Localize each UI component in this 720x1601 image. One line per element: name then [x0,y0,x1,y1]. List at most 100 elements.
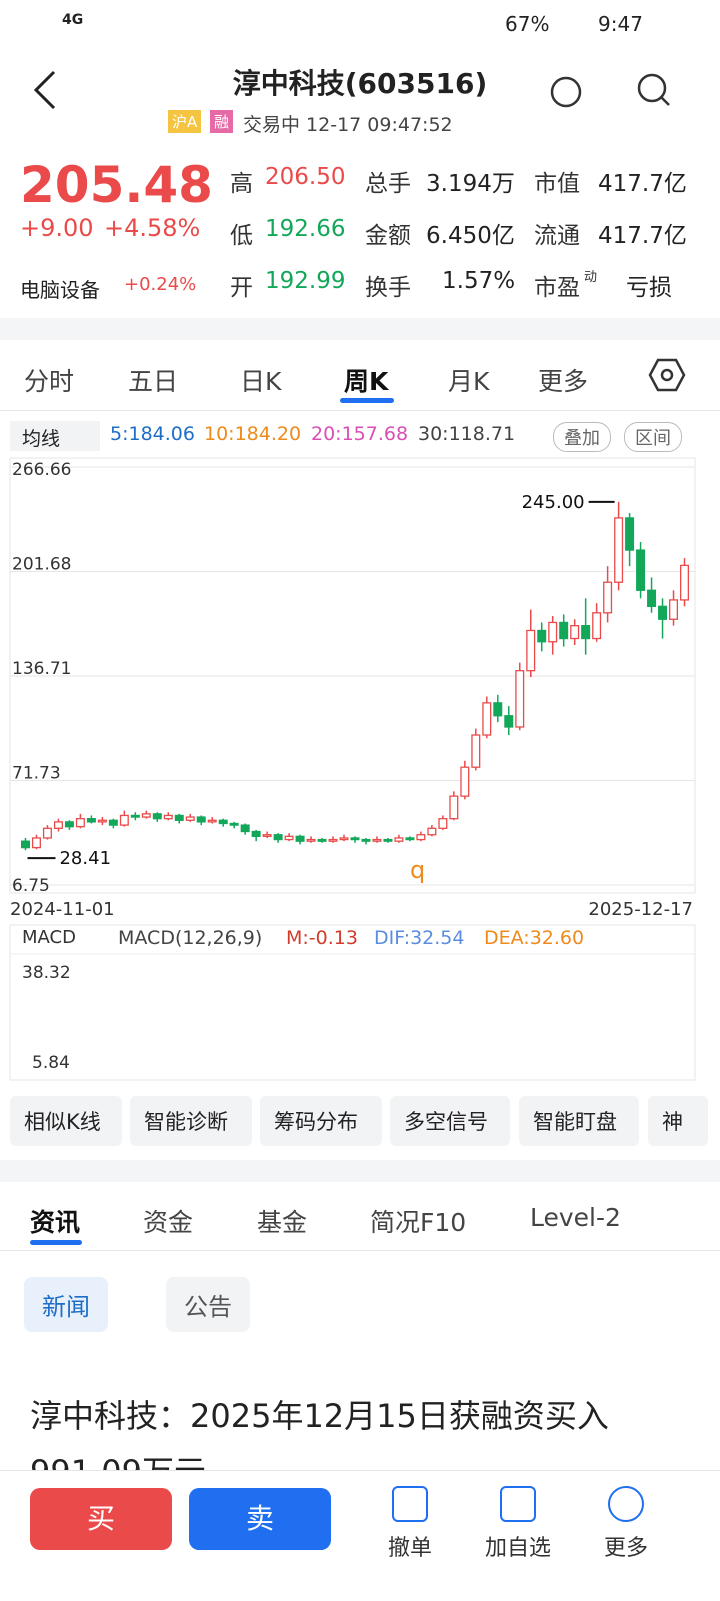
candle-body [306,838,316,842]
candle-body [405,837,415,841]
ma-selector-bg[interactable] [10,421,100,451]
candle-body [130,814,140,818]
stat-label: 市值 [534,171,580,197]
y-tick-label: 71.73 [12,763,61,783]
period-tab[interactable]: 五日 [128,367,179,396]
settings-icon[interactable] [648,356,686,394]
change: +9.00 [20,214,94,242]
action-icon[interactable] [392,1486,428,1522]
action-icon[interactable] [500,1486,536,1522]
macd-selector[interactable]: MACD [22,927,76,948]
sector[interactable]: 电脑设备 [20,278,100,302]
tag: 沪A [168,110,202,133]
action-label[interactable]: 加自选 [484,1536,551,1561]
x-end-label: 2025-12-17 [588,899,693,920]
candle-body [570,625,580,640]
y-tick-label: 6.75 [12,876,50,896]
stat-label: 流通 [534,223,580,249]
ma30: 30:118.71 [418,423,516,445]
candle-body [262,834,272,838]
notice-tab[interactable]: 公告 [166,1277,250,1332]
action-label[interactable]: 更多 [603,1536,648,1561]
candle-body [636,549,646,591]
candle-body [394,837,404,842]
y-tick-label: 136.71 [12,659,71,679]
candle-body [31,837,41,849]
info-tab[interactable]: Level-2 [530,1203,621,1232]
tool-button[interactable]: 相似K线 [10,1096,122,1146]
info-tab[interactable]: 基金 [257,1208,308,1237]
candle-body [196,816,206,823]
buy-button[interactable]: 买 [30,1488,172,1550]
tool-button[interactable]: 神 [648,1096,708,1146]
divider [0,1160,720,1182]
x-start-label: 2024-11-01 [10,899,115,920]
stat-value: 192.99 [265,268,346,294]
period-tab[interactable]: 周K [344,367,389,396]
candle-body [328,838,338,842]
tool-button[interactable]: 多空信号 [390,1096,510,1146]
tool-button[interactable]: 筹码分布 [260,1096,382,1146]
pe-sup: 动 [584,270,598,285]
news-tab[interactable]: 新闻 [24,1277,108,1332]
period-tab[interactable]: 月K [448,367,490,396]
candle-body [273,834,283,841]
candle-body [614,517,624,583]
overlay-button[interactable]: 叠加 [553,422,611,452]
candle-body [438,818,448,829]
candle-body [471,734,481,768]
back-button[interactable] [28,68,62,112]
candle-body [526,629,536,672]
candle-body [284,835,294,841]
stat-label: 市盈 [534,275,580,301]
info-tab[interactable]: 资金 [143,1208,194,1237]
search-icon[interactable] [634,70,674,110]
info-tab[interactable]: 资讯 [30,1208,81,1237]
candle-body [251,830,261,838]
divider [0,318,720,340]
candle-body [75,818,85,828]
sell-button[interactable]: 卖 [189,1488,331,1550]
stat-value: 417.7亿 [598,171,687,197]
stat-value: 1.57% [442,268,516,294]
tool-button[interactable]: 智能盯盘 [519,1096,639,1146]
range-button[interactable]: 区间 [624,422,682,452]
tool-button[interactable]: 智能诊断 [130,1096,252,1146]
candle-body [97,819,107,823]
candle-body [482,702,492,736]
period-tab[interactable]: 分时 [24,367,75,396]
macd-dea: DEA:32.60 [484,927,584,949]
ma-selector[interactable]: 均线 [22,428,61,450]
candle-body [207,819,217,823]
candle-body [581,625,591,640]
candle-body [339,837,349,841]
candle-body [669,599,679,620]
candle-body [53,821,63,829]
period-tab[interactable]: 更多 [538,367,589,396]
news-headline[interactable]: 淳中科技：2025年12月15日获融资买入991.09万元 [30,1397,609,1470]
action-label[interactable]: 撤单 [387,1536,432,1561]
action-icon[interactable] [608,1486,644,1522]
candle-body [647,589,657,608]
ma10: 10:184.20 [204,423,302,445]
period-tab[interactable]: 日K [240,367,282,396]
y-tick-label: 266.66 [12,460,71,480]
stat-label: 低 [230,223,253,249]
candle-body [592,612,602,640]
high-label: 245.00 [522,492,585,513]
tab-indicator [340,398,394,403]
avatar-icon[interactable] [546,70,586,110]
info-tab[interactable]: 简况F10 [370,1208,467,1237]
candle-body [152,813,162,820]
candle-body [625,517,635,551]
stat-value: 亏损 [626,275,672,301]
tag: 融 [210,110,234,133]
stat-value: 206.50 [265,164,346,190]
candle-body [317,838,327,842]
candle-body [174,814,184,821]
candle-body [372,838,382,842]
stat-value: 3.194万 [426,171,515,197]
trade-status[interactable]: 交易中 12-17 09:47:52 [243,114,453,136]
price: 205.48 [20,156,213,214]
change-pct: +4.58% [104,214,201,242]
